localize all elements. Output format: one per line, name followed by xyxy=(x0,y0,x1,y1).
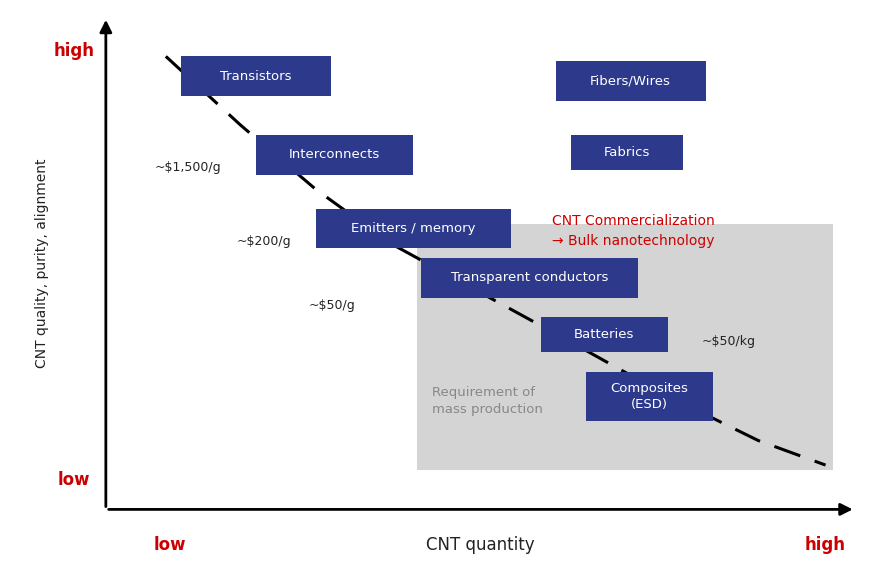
Text: Fibers/Wires: Fibers/Wires xyxy=(590,75,671,88)
Text: ~$1,500/g: ~$1,500/g xyxy=(154,161,221,174)
Bar xyxy=(586,371,713,421)
Bar xyxy=(256,135,413,174)
Text: Requirement of
mass production: Requirement of mass production xyxy=(432,386,542,416)
Text: ~$50/g: ~$50/g xyxy=(309,298,355,311)
Bar xyxy=(571,135,684,170)
Bar xyxy=(417,224,833,470)
Bar xyxy=(181,57,331,96)
Text: ~$200/g: ~$200/g xyxy=(237,234,292,247)
Bar xyxy=(421,258,638,298)
Text: Transistors: Transistors xyxy=(220,70,292,83)
Text: ~$50/kg: ~$50/kg xyxy=(702,336,756,349)
Text: high: high xyxy=(54,42,95,61)
Text: CNT quality, purity, alignment: CNT quality, purity, alignment xyxy=(35,158,49,368)
Text: Composites
(ESD): Composites (ESD) xyxy=(610,381,688,411)
Bar xyxy=(556,61,706,101)
Bar xyxy=(316,209,511,248)
Text: CNT Commercialization
→ Bulk nanotechnology: CNT Commercialization → Bulk nanotechnol… xyxy=(552,214,714,248)
Text: Batteries: Batteries xyxy=(574,328,634,341)
Text: Fabrics: Fabrics xyxy=(603,146,650,159)
Text: Transparent conductors: Transparent conductors xyxy=(451,272,608,285)
Text: Emitters / memory: Emitters / memory xyxy=(351,222,475,235)
Text: low: low xyxy=(58,471,91,489)
Text: Interconnects: Interconnects xyxy=(289,148,380,161)
Bar xyxy=(541,318,669,352)
Text: low: low xyxy=(153,537,186,555)
Text: CNT quantity: CNT quantity xyxy=(426,537,535,555)
Text: high: high xyxy=(805,537,846,555)
